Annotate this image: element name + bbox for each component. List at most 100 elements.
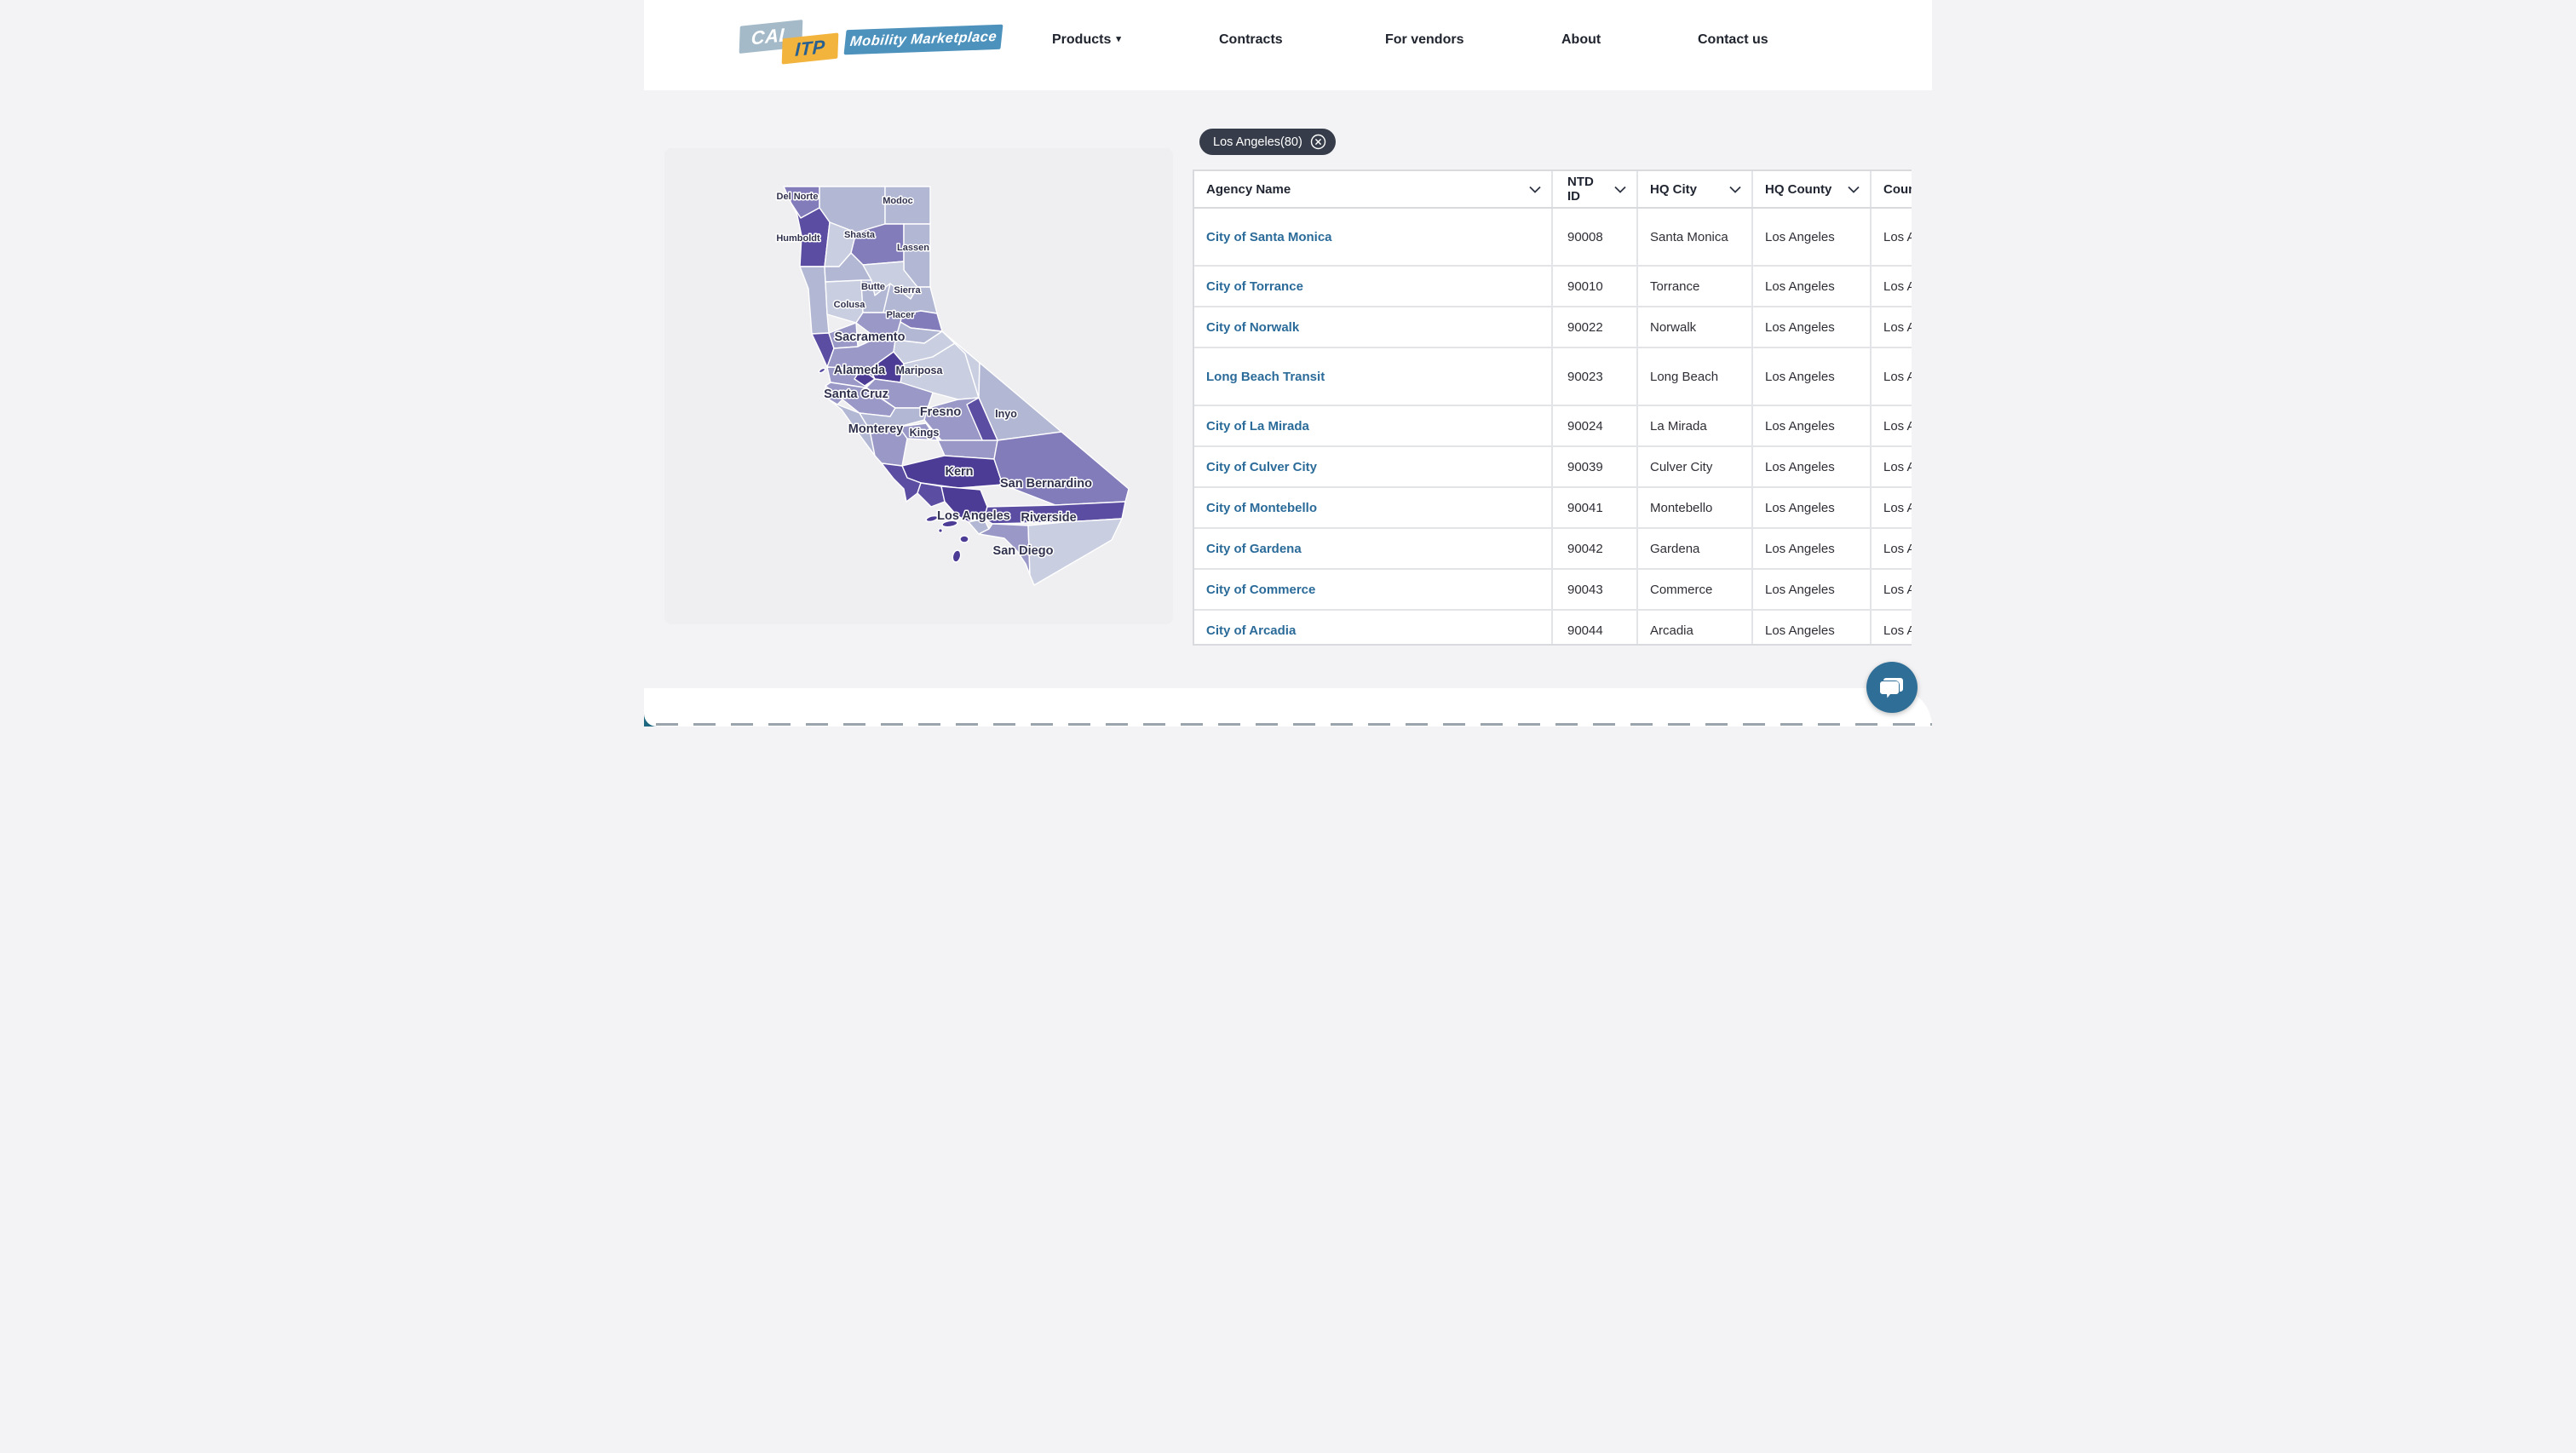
channel-island-5[interactable] (952, 549, 962, 563)
nav-contact-us[interactable]: Contact us (1698, 32, 1768, 48)
agency-name-link[interactable]: City of Commerce (1206, 582, 1316, 597)
table-row: City of Santa Monica 90008 Santa Monica … (1194, 209, 1912, 267)
agency-name-link[interactable]: City of Norwalk (1206, 319, 1300, 335)
nav-about-label: About (1561, 32, 1601, 47)
logo-itp-badge: ITP (781, 32, 839, 65)
column-header-agency-name[interactable]: Agency Name (1194, 171, 1553, 207)
column-header-hq-county[interactable]: HQ County (1753, 171, 1872, 207)
county-label-san-bernardino: San Bernardino (1000, 477, 1092, 491)
hq-county-cell: Los Angeles (1753, 307, 1872, 347)
nav-products-label: Products (1052, 32, 1112, 47)
agency-name-link[interactable]: City of Montebello (1206, 500, 1317, 515)
agency-name-link[interactable]: City of Santa Monica (1206, 229, 1332, 244)
active-filter-chip[interactable]: Los Angeles(80) (1199, 129, 1336, 155)
bottom-content-band (644, 688, 1932, 726)
chat-launcher-button[interactable] (1866, 662, 1918, 713)
agency-name-link[interactable]: City of Arcadia (1206, 623, 1297, 638)
map-panel: Del Norte Modoc Humboldt Shasta Lassen B… (664, 148, 1173, 624)
hq-county-cell: Los Angeles (1753, 267, 1872, 306)
hq-city-cell: Montebello (1638, 488, 1753, 527)
hq-city-cell: Norwalk (1638, 307, 1753, 347)
logo-tagline-text: Mobility Marketplace (848, 28, 998, 50)
logo-itp-text: ITP (794, 36, 826, 60)
hq-city-cell: Arcadia (1638, 611, 1753, 644)
bottom-dashed-divider (656, 723, 1932, 726)
agency-name-link[interactable]: City of Torrance (1206, 279, 1303, 294)
nav-for-vendors-label: For vendors (1385, 32, 1464, 47)
county-label-del-norte: Del Norte (777, 192, 819, 202)
logo-tagline-badge: Mobility Marketplace (843, 24, 1003, 55)
hq-county-cell: Los Angeles (1753, 570, 1872, 609)
column-header-ntd-id-label: NTD ID (1567, 175, 1594, 204)
hq-city-cell: La Mirada (1638, 406, 1753, 445)
county-label-santa-cruz: Santa Cruz (824, 388, 888, 401)
hq-county-cell: Los Angeles (1753, 529, 1872, 568)
county-mendocino[interactable] (799, 266, 830, 335)
table-row: Long Beach Transit 90023 Long Beach Los … (1194, 348, 1912, 406)
nav-products[interactable]: Products ▾ (1052, 32, 1121, 48)
table-header-row: Agency Name NTD ID HQ City HQ County Cou… (1194, 171, 1912, 209)
counties-cell: Los Angeles (1883, 541, 1912, 556)
county-label-riverside: Riverside (1021, 511, 1076, 525)
nav-contracts-label: Contracts (1219, 32, 1283, 47)
counties-cell: Los Angeles (1883, 623, 1912, 638)
county-label-lassen: Lassen (897, 243, 929, 253)
agency-name-link[interactable]: City of Gardena (1206, 541, 1302, 556)
nav-about[interactable]: About (1561, 32, 1601, 48)
table-row: City of Gardena 90042 Gardena Los Angele… (1194, 529, 1912, 570)
california-county-choropleth-map[interactable]: Del Norte Modoc Humboldt Shasta Lassen B… (773, 184, 1131, 589)
filter-chip-label: Los Angeles(80) (1213, 135, 1302, 149)
page: CAL ITP Mobility Marketplace Products ▾ C… (644, 0, 1932, 726)
table-row: City of La Mirada 90024 La Mirada Los An… (1194, 406, 1912, 447)
column-header-hq-city[interactable]: HQ City (1638, 171, 1753, 207)
county-imperial[interactable] (1027, 518, 1123, 586)
hq-city-cell: Torrance (1638, 267, 1753, 306)
ntd-id-cell: 90022 (1553, 307, 1638, 347)
county-ventura[interactable] (917, 482, 946, 508)
ntd-id-cell: 90042 (1553, 529, 1638, 568)
counties-cell: Los Angeles (1883, 459, 1912, 474)
sort-chevron-icon (1848, 186, 1860, 193)
hq-county-cell: Los Angeles (1753, 348, 1872, 405)
hq-county-cell: Los Angeles (1753, 611, 1872, 644)
agencies-table: Agency Name NTD ID HQ City HQ County Cou… (1193, 169, 1912, 646)
counties-cell: Los Angeles (1883, 319, 1912, 335)
channel-island-4[interactable] (959, 535, 969, 543)
county-san-bernardino[interactable] (993, 431, 1130, 506)
hq-county-cell: Los Angeles (1753, 209, 1872, 265)
hq-city-cell: Santa Monica (1638, 209, 1753, 265)
nav-contracts[interactable]: Contracts (1219, 32, 1283, 48)
chat-bubble-icon (1880, 678, 1903, 698)
agency-name-link[interactable]: City of La Mirada (1206, 418, 1309, 434)
counties-cell: Los Angeles (1883, 500, 1912, 515)
top-navigation-bar: CAL ITP Mobility Marketplace Products ▾ C… (644, 0, 1932, 90)
hq-city-cell: Long Beach (1638, 348, 1753, 405)
table-body: City of Santa Monica 90008 Santa Monica … (1194, 209, 1912, 644)
column-header-counties[interactable]: Counties (1872, 171, 1912, 207)
remove-filter-icon[interactable] (1310, 134, 1326, 150)
nav-for-vendors[interactable]: For vendors (1385, 32, 1463, 48)
county-label-fresno: Fresno (920, 405, 961, 419)
bay-island[interactable] (818, 367, 826, 374)
counties-cell: Los Angeles (1883, 229, 1912, 244)
county-label-colusa: Colusa (834, 300, 866, 310)
column-header-hq-county-label: HQ County (1765, 181, 1832, 197)
column-header-ntd-id[interactable]: NTD ID (1553, 171, 1638, 207)
ntd-id-cell: 90041 (1553, 488, 1638, 527)
chevron-down-icon: ▾ (1116, 34, 1121, 44)
channel-island-2[interactable] (941, 520, 958, 528)
county-label-kings: Kings (910, 427, 940, 439)
agency-name-link[interactable]: Long Beach Transit (1206, 369, 1325, 384)
channel-island-3[interactable] (937, 528, 943, 534)
ntd-id-cell: 90043 (1553, 570, 1638, 609)
ntd-id-cell: 90024 (1553, 406, 1638, 445)
channel-island-1[interactable] (925, 514, 939, 523)
ntd-id-cell: 90010 (1553, 267, 1638, 306)
agency-name-link[interactable]: City of Culver City (1206, 459, 1318, 474)
table-row: City of Commerce 90043 Commerce Los Ange… (1194, 570, 1912, 611)
county-label-los-angeles: Los Angeles (937, 509, 1010, 523)
cal-itp-logo[interactable]: CAL ITP Mobility Marketplace (739, 19, 1003, 66)
county-label-placer: Placer (886, 310, 915, 320)
ntd-id-cell: 90039 (1553, 447, 1638, 486)
county-contra-costa[interactable] (854, 368, 876, 387)
